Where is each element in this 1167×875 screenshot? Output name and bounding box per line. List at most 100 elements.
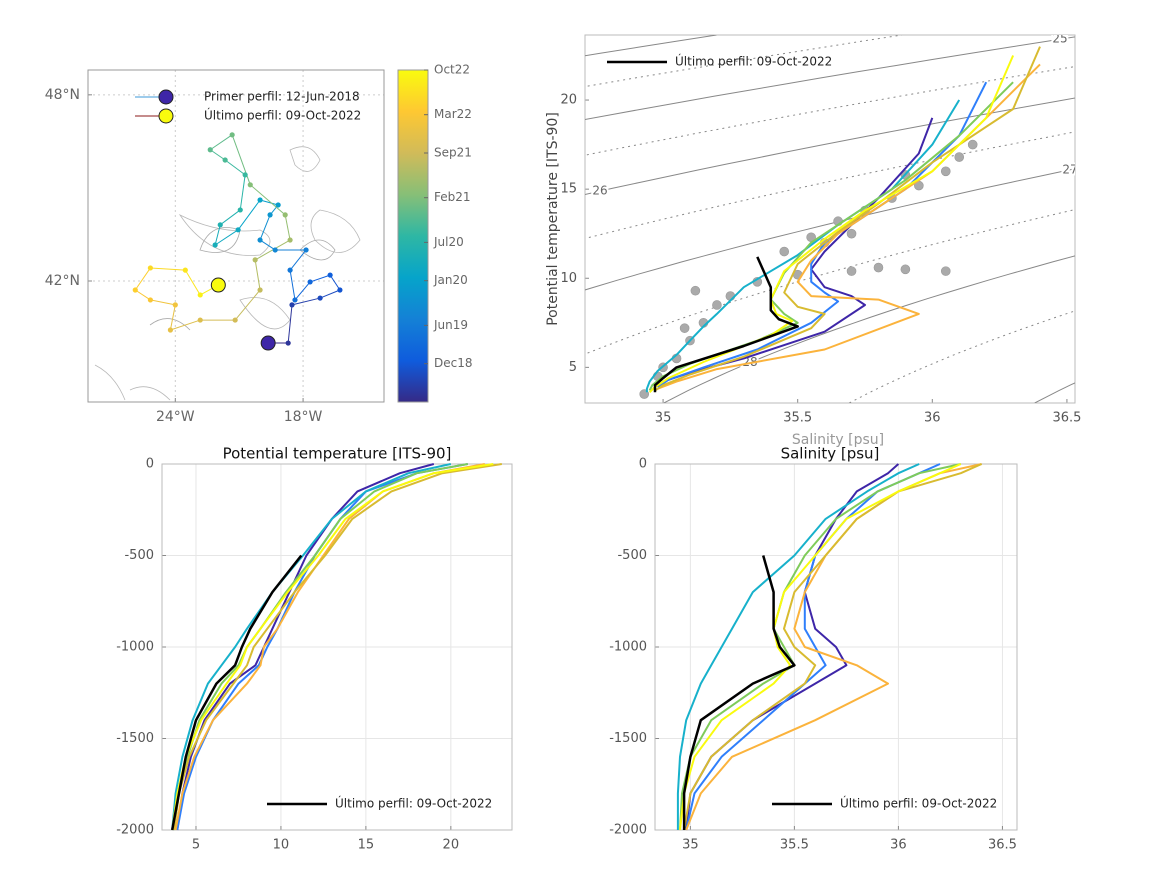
y-tick-label: 15 xyxy=(560,182,577,197)
track-point xyxy=(247,182,253,188)
y-tick-label: 48°N xyxy=(45,87,80,103)
reference-point xyxy=(940,166,951,177)
track-point xyxy=(147,297,153,303)
track-point xyxy=(285,340,291,346)
reference-point xyxy=(967,139,978,150)
reference-point xyxy=(873,262,884,273)
reference-point xyxy=(940,266,951,276)
track-point xyxy=(197,317,203,323)
y-tick-label: -2000 xyxy=(116,823,154,838)
track-point xyxy=(307,279,313,285)
isopycnal xyxy=(1034,382,1075,403)
x-tick-label: 18°W xyxy=(284,409,323,425)
track-segment xyxy=(219,209,241,226)
profile-line xyxy=(176,463,435,831)
y-tick-label: 20 xyxy=(560,93,577,108)
colorbar-label: Jul20 xyxy=(433,235,464,249)
colorbar-label: Sep21 xyxy=(434,146,472,160)
track-point xyxy=(207,147,213,153)
x-tick-label: 15 xyxy=(358,838,375,853)
profile-line xyxy=(654,46,1041,392)
profile-line xyxy=(679,463,962,831)
track-point xyxy=(235,227,241,233)
track-segment xyxy=(259,239,276,251)
x-tick-label: 35.5 xyxy=(780,838,809,853)
colorbar-label: Oct22 xyxy=(434,63,470,77)
track-point xyxy=(303,247,309,253)
x-tick-label: 35 xyxy=(655,411,672,426)
x-tick-label: 36 xyxy=(890,838,907,853)
track-segment xyxy=(239,174,246,211)
y-tick-label: 5 xyxy=(569,360,577,375)
profile-line xyxy=(656,117,934,388)
legend-marker xyxy=(158,89,174,105)
x-tick-label: 10 xyxy=(273,838,290,853)
reference-point xyxy=(954,152,965,162)
plot-frame xyxy=(584,34,1076,404)
track-point xyxy=(287,267,293,273)
track-segment xyxy=(287,304,293,344)
x-tick-label: 36.5 xyxy=(988,838,1017,853)
colorbar-label: Jun19 xyxy=(433,318,468,332)
y-tick-label: 0 xyxy=(639,457,647,472)
track-segment xyxy=(254,259,261,291)
track-segment xyxy=(291,297,321,306)
reference-point xyxy=(679,323,690,333)
legend-label: Primer perfil: 12-Jun-2018 xyxy=(204,90,360,104)
track-point xyxy=(337,287,343,293)
track-point xyxy=(232,317,238,323)
isopycnal xyxy=(585,168,1075,291)
track-point xyxy=(257,237,263,243)
track-point xyxy=(292,297,298,303)
track-point xyxy=(257,197,263,203)
isopycnal-label: 27 xyxy=(1062,162,1077,176)
track xyxy=(132,132,343,346)
isopycnal-label: 26 xyxy=(592,184,607,198)
track-point xyxy=(237,207,243,213)
legend-label: Último perfil: 09-Oct-2022 xyxy=(840,796,997,811)
track-point xyxy=(287,237,293,243)
profile-line xyxy=(648,55,1015,394)
track-segment xyxy=(289,270,296,300)
colorbar-label: Mar22 xyxy=(434,107,472,121)
track-point xyxy=(212,242,218,248)
reference-point xyxy=(900,264,911,275)
y-axis-label: Potential temperature [ITS-90] xyxy=(545,112,561,326)
y-tick-label: 0 xyxy=(146,457,154,472)
x-tick-label: 36.5 xyxy=(1052,411,1081,426)
colorbar-label: Jan20 xyxy=(433,273,468,287)
track-segment xyxy=(170,319,201,331)
isopycnal xyxy=(849,310,1075,403)
colorbar-label: Dec18 xyxy=(434,356,473,370)
x-tick-label: 20 xyxy=(443,838,460,853)
track-segment xyxy=(319,289,341,299)
profile-line xyxy=(171,463,452,831)
y-tick-label: -2000 xyxy=(609,823,647,838)
track-point xyxy=(327,272,333,278)
x-tick-label: 35 xyxy=(682,838,699,853)
track-segment xyxy=(209,149,226,161)
track-point xyxy=(267,212,273,218)
y-tick-label: -1500 xyxy=(116,731,154,746)
x-tick-label: 35.5 xyxy=(783,411,812,426)
track-point xyxy=(289,302,295,308)
legend-label: Último perfil: 09-Oct-2022 xyxy=(204,108,361,123)
x-axis-label: Salinity [psu] xyxy=(792,432,884,448)
track-segment xyxy=(184,269,201,296)
track-segment xyxy=(209,134,233,151)
profile-line xyxy=(170,554,303,831)
track-point xyxy=(242,172,248,178)
track-segment xyxy=(224,159,246,176)
x-tick-label: 5 xyxy=(192,838,200,853)
track-segment xyxy=(309,274,331,283)
profile-line xyxy=(676,463,920,830)
track-point xyxy=(229,132,235,138)
track-point xyxy=(222,157,228,163)
profile-line xyxy=(172,463,502,831)
track-point xyxy=(182,267,188,273)
x-tick-label: 36 xyxy=(924,411,941,426)
reference-point xyxy=(846,228,857,239)
track-point xyxy=(272,247,278,253)
